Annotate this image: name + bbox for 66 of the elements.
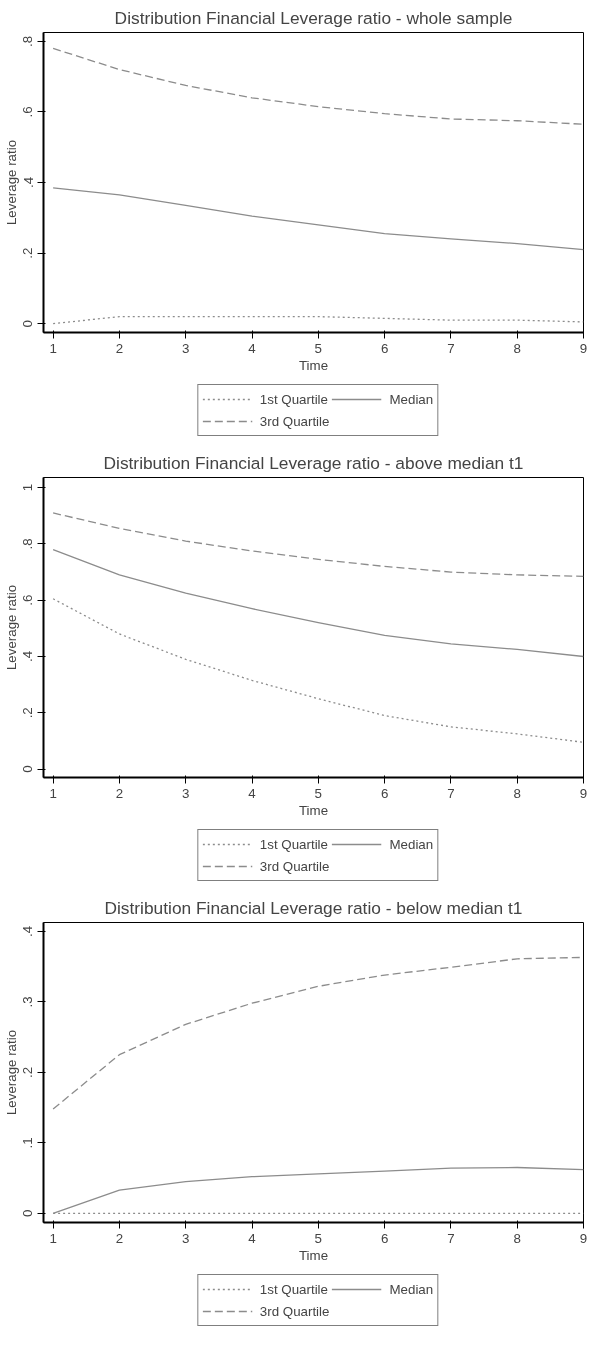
x-tick-label: 5 [314, 785, 323, 801]
y-tick-label: 1 [20, 483, 36, 492]
chart-title: Distribution Financial Leverage ratio - whole sample [114, 7, 513, 28]
x-tick-label: 8 [513, 785, 521, 801]
x-tick-label: 6 [380, 1230, 389, 1246]
x-tick-label: 3 [182, 340, 190, 356]
legend-label: Median [389, 391, 434, 407]
x-tick-label: 5 [314, 340, 323, 356]
legend-label: 1st Quartile [259, 836, 328, 852]
y-tick-label: .4 [20, 650, 36, 663]
x-tick-label: 6 [380, 340, 389, 356]
x-tick-label: 4 [248, 340, 257, 356]
x-tick-label: 2 [115, 340, 124, 356]
y-tick-label: .2 [20, 1066, 36, 1078]
chart-title: Distribution Financial Leverage ratio - below median t1 [104, 897, 523, 918]
x-tick-label: 3 [182, 785, 190, 801]
legend-label: Median [389, 836, 434, 852]
legend-label: Median [389, 1281, 434, 1297]
legend-label: 1st Quartile [259, 1281, 328, 1297]
y-tick-label: 0 [20, 765, 36, 773]
y-axis-title: Leverage ratio [3, 1029, 19, 1116]
x-tick-label: 4 [248, 785, 257, 801]
y-tick-label: .8 [20, 35, 36, 47]
legend-label: 3rd Quartile [259, 413, 330, 429]
y-tick-label: .1 [20, 1137, 36, 1149]
line-series [52, 512, 584, 577]
y-tick-label: .4 [20, 925, 36, 937]
x-tick-label: 4 [248, 1230, 257, 1246]
x-tick-label: 7 [447, 785, 455, 801]
y-tick-label: .4 [20, 176, 36, 189]
y-tick-label: .6 [20, 106, 36, 118]
x-tick-label: 2 [115, 1230, 124, 1246]
x-tick-label: 9 [579, 1230, 588, 1246]
x-tick-label: 6 [380, 785, 389, 801]
x-axis-title: Time [298, 802, 329, 818]
x-tick-label: 8 [513, 1230, 521, 1246]
x-tick-label: 5 [314, 1230, 323, 1246]
y-axis-title: Leverage ratio [3, 584, 19, 671]
y-tick-label: .8 [20, 538, 36, 550]
legend-label: 1st Quartile [259, 391, 328, 407]
line-series [52, 47, 584, 125]
x-tick-label: 2 [115, 785, 124, 801]
legend-label: 3rd Quartile [259, 1303, 330, 1319]
x-tick-label: 1 [49, 1230, 57, 1246]
chart-title: Distribution Financial Leverage ratio - above median t1 [103, 452, 524, 473]
line-series [52, 187, 584, 251]
x-tick-label: 9 [579, 340, 588, 356]
x-tick-label: 9 [579, 785, 588, 801]
x-tick-label: 3 [182, 1230, 190, 1246]
line-series [52, 598, 584, 743]
x-tick-label: 1 [49, 785, 57, 801]
y-tick-label: .6 [20, 594, 36, 606]
x-tick-label: 7 [447, 340, 455, 356]
x-tick-label: 7 [447, 1230, 455, 1246]
x-tick-label: 1 [49, 340, 57, 356]
x-tick-label: 8 [513, 340, 521, 356]
y-tick-label: .2 [20, 247, 36, 259]
line-series [52, 548, 584, 658]
legend-label: 3rd Quartile [259, 858, 330, 874]
y-tick-label: 0 [20, 319, 36, 328]
x-axis-title: Time [298, 1247, 329, 1263]
y-tick-label: .3 [20, 996, 36, 1008]
y-tick-label: 0 [20, 1209, 36, 1218]
y-axis-title: Leverage ratio [3, 139, 19, 226]
x-axis-title: Time [298, 357, 329, 373]
y-tick-label: .2 [20, 707, 36, 719]
